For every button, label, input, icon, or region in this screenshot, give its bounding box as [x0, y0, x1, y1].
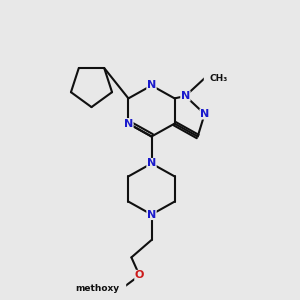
Text: N: N — [147, 158, 156, 169]
Text: CH₃: CH₃ — [209, 74, 227, 83]
Text: methoxy: methoxy — [75, 284, 119, 293]
Text: N: N — [147, 80, 156, 91]
Text: N: N — [181, 91, 190, 101]
Text: N: N — [200, 109, 209, 119]
Text: N: N — [147, 209, 156, 220]
Text: O: O — [135, 270, 144, 280]
Text: N: N — [124, 118, 133, 129]
